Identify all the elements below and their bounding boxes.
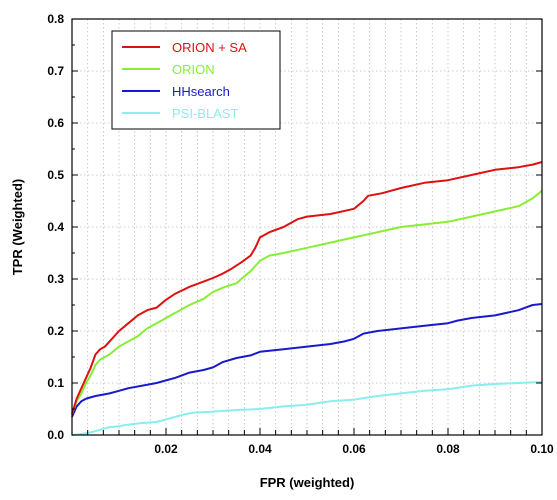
- x-tick-label: 0.04: [248, 442, 272, 456]
- y-axis-title: TPR (Weighted): [10, 179, 25, 276]
- x-tick-label: 0.10: [530, 442, 554, 456]
- legend-label-psi-blast: PSI-BLAST: [172, 106, 239, 121]
- y-tick-label: 0.2: [47, 324, 64, 338]
- series-line-psi-blast: [71, 381, 543, 436]
- x-tick-label: 0.06: [342, 442, 366, 456]
- legend-label-orion: ORION: [172, 62, 215, 77]
- series-line-hhsearch: [71, 303, 543, 418]
- y-tick-label: 0.1: [47, 376, 64, 390]
- legend-label-orion-sa: ORION + SA: [172, 40, 247, 55]
- y-tick-label: 0.6: [47, 116, 64, 130]
- legend: ORION + SA ORION HHsearch PSI-BLAST: [111, 30, 281, 130]
- series-line-orion: [71, 189, 543, 415]
- y-tick-label: 0.7: [47, 64, 64, 78]
- y-tick-label: 0.3: [47, 272, 64, 286]
- x-tick-label: 0.08: [436, 442, 460, 456]
- series-line-orion-sa: [71, 161, 543, 415]
- series-lines: [71, 161, 543, 436]
- x-axis-title: FPR (weighted): [260, 475, 355, 490]
- y-tick-label: 0.0: [47, 428, 64, 442]
- x-tick-label: 0.02: [154, 442, 178, 456]
- y-tick-label: 0.5: [47, 168, 64, 182]
- tick-labels: 0.0 0.1 0.2 0.3 0.4 0.5 0.6 0.7 0.8 0.02 0.04 0.06 0…: [47, 12, 554, 456]
- legend-label-hhsearch: HHsearch: [172, 84, 230, 99]
- y-tick-label: 0.4: [47, 220, 64, 234]
- ticks: [72, 18, 543, 436]
- y-tick-label: 0.8: [47, 12, 64, 26]
